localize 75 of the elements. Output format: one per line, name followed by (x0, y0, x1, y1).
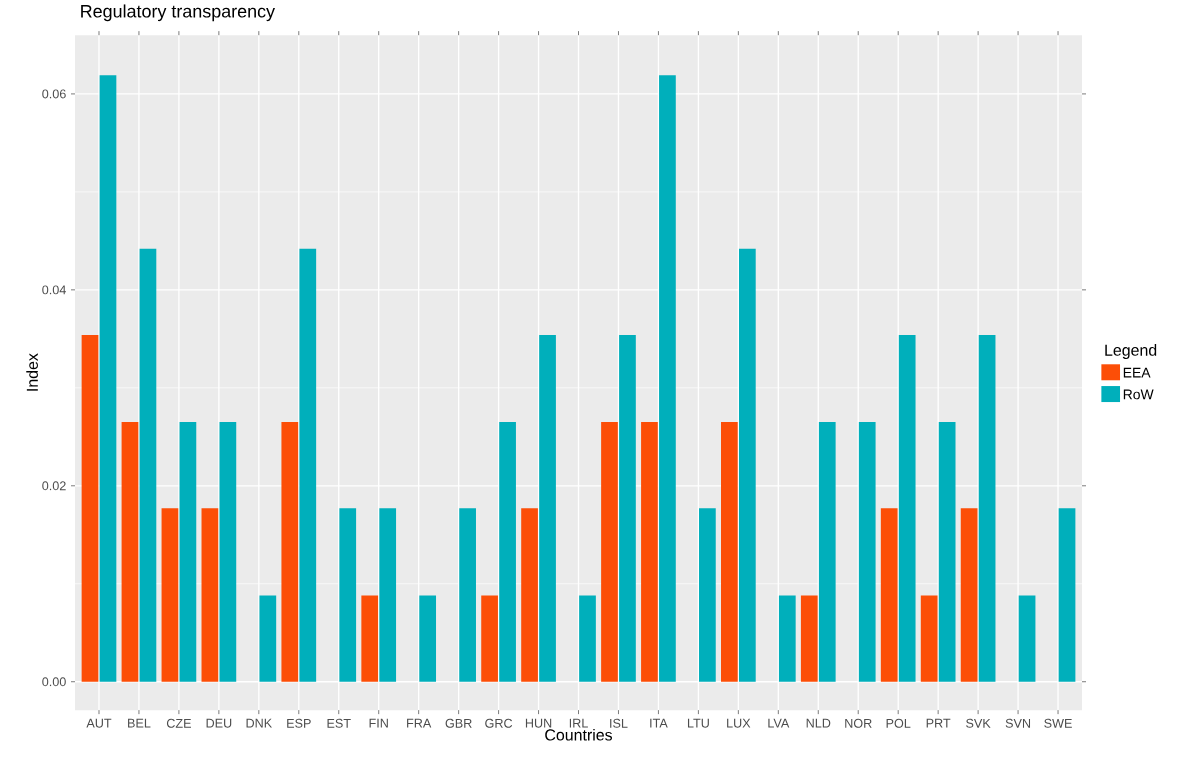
bar (219, 422, 237, 682)
y-tick-label: 0.06 (42, 89, 66, 99)
x-tick-label: LTU (687, 718, 709, 728)
x-tick-label: BEL (128, 718, 151, 728)
bar (521, 508, 538, 682)
x-tick-label: NOR (845, 718, 872, 728)
bar (481, 595, 498, 682)
bar (778, 595, 796, 682)
bar (818, 422, 836, 682)
bar (81, 334, 99, 682)
bar (281, 422, 299, 682)
bar (299, 248, 317, 682)
x-tick-label: IRL (569, 718, 588, 728)
x-tick-label: FIN (369, 718, 388, 728)
bar (161, 508, 179, 682)
x-tick-label: AUT (86, 718, 112, 728)
x-tick-label: FRA (407, 718, 432, 728)
x-tick-label: SWE (1044, 718, 1072, 728)
x-tick-label: NLD (806, 718, 831, 728)
bar (121, 422, 139, 682)
bar (1018, 595, 1036, 682)
bar (539, 334, 556, 682)
bar (960, 508, 978, 682)
x-tick-label: HUN (525, 718, 552, 728)
bar (641, 422, 658, 682)
x-tick-label: GRC (485, 718, 513, 728)
bar (721, 422, 738, 682)
y-axis-title: Index (26, 353, 38, 391)
x-tick-label: CZE (166, 718, 191, 728)
bar (201, 508, 219, 682)
bar (419, 595, 437, 682)
bar (459, 508, 476, 682)
bar (898, 334, 916, 682)
bar (699, 508, 716, 682)
x-tick-label: ESP (287, 718, 311, 728)
x-tick-label: SVN (1005, 718, 1031, 728)
bar (259, 595, 277, 682)
x-tick-label: DNK (246, 718, 272, 728)
bar (978, 334, 996, 682)
bar (339, 508, 357, 682)
x-tick-label: EST (327, 718, 351, 728)
bar (659, 75, 676, 682)
legend-label: RoW (1123, 389, 1154, 400)
legend-label: EEA (1123, 367, 1151, 378)
legend-title: Legend (1105, 344, 1157, 359)
x-tick-label: GBR (445, 718, 472, 728)
x-tick-label: ISL (610, 718, 628, 728)
bar (499, 422, 516, 682)
bar (379, 508, 397, 682)
bar (938, 422, 956, 682)
bar (139, 248, 157, 682)
bar (1058, 508, 1076, 682)
x-axis-title: Countries (545, 728, 613, 741)
y-tick-label: 0.04 (42, 285, 66, 295)
bar (179, 422, 197, 682)
y-tick-label: 0.02 (42, 481, 66, 491)
x-tick-label: ITA (650, 718, 668, 728)
bar (920, 595, 938, 682)
x-tick-label: DEU (206, 718, 232, 728)
bar (800, 595, 818, 682)
bar (858, 422, 876, 682)
x-tick-label: LUX (727, 718, 751, 728)
bar (99, 75, 117, 682)
bar (880, 508, 898, 682)
bar (361, 595, 379, 682)
bar (619, 334, 636, 682)
x-tick-label: POL (886, 718, 911, 728)
bar (579, 595, 596, 682)
bar (738, 248, 756, 682)
bar (601, 422, 618, 682)
x-tick-label: PRT (926, 718, 951, 728)
x-tick-label: SVK (966, 718, 991, 728)
x-tick-label: LVA (768, 718, 790, 728)
chart-title: Regulatory transparency (81, 4, 275, 22)
y-tick-label: 0.00 (42, 677, 66, 687)
